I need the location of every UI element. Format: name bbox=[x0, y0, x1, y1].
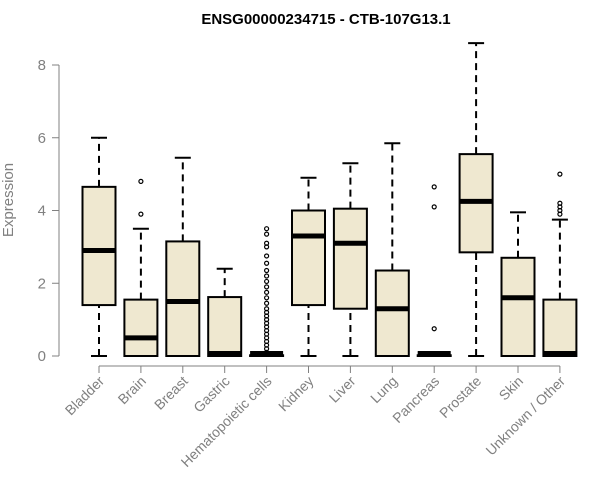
box-iqr bbox=[500, 256, 536, 358]
box-liver bbox=[332, 162, 368, 357]
box-unknown-other bbox=[542, 171, 578, 357]
y-tick-label: 6 bbox=[38, 130, 46, 147]
box-iqr bbox=[542, 298, 578, 357]
outlier-point bbox=[264, 289, 270, 295]
outlier-point bbox=[264, 295, 270, 301]
box-bladder bbox=[81, 136, 117, 357]
outlier-point bbox=[264, 231, 270, 237]
y-tick-label: 8 bbox=[38, 57, 46, 74]
outlier-point bbox=[557, 171, 563, 177]
x-tick-label: Liver bbox=[326, 373, 359, 406]
box-prostate bbox=[458, 42, 494, 357]
outlier-point bbox=[431, 204, 437, 210]
outlier-point bbox=[264, 273, 270, 279]
outlier-point bbox=[264, 278, 270, 285]
box-iqr bbox=[165, 240, 201, 357]
outlier-point bbox=[264, 284, 270, 290]
outlier-point bbox=[557, 200, 563, 206]
outlier-point bbox=[138, 178, 144, 184]
outlier-point bbox=[264, 226, 270, 232]
outlier-point bbox=[264, 260, 270, 266]
chart-title: ENSG00000234715 - CTB-107G13.1 bbox=[201, 11, 450, 28]
outlier-point bbox=[431, 326, 437, 332]
box-kidney bbox=[291, 176, 326, 357]
y-tick-label: 0 bbox=[38, 348, 46, 365]
y-axis-label: Expression bbox=[0, 163, 17, 237]
outlier-point bbox=[264, 240, 270, 246]
box-iqr bbox=[123, 298, 159, 357]
outlier-point bbox=[431, 184, 437, 190]
outlier-point bbox=[264, 306, 270, 312]
x-tick-label: Unknown / Other bbox=[482, 373, 568, 459]
box-brain bbox=[123, 178, 159, 357]
y-tick-label: 2 bbox=[38, 275, 46, 292]
outlier-point bbox=[264, 253, 270, 259]
box-pancreas bbox=[416, 184, 452, 357]
box-iqr bbox=[332, 207, 368, 310]
box-gastric bbox=[207, 267, 243, 358]
box-skin bbox=[500, 211, 536, 358]
box-breast bbox=[165, 156, 201, 357]
boxes-group bbox=[81, 42, 578, 358]
box-hematopoietic-cells bbox=[249, 226, 285, 357]
box-iqr bbox=[291, 209, 326, 307]
x-tick-label: Pancreas bbox=[389, 373, 442, 426]
box-lung bbox=[374, 142, 410, 357]
outlier-point bbox=[264, 300, 270, 306]
y-tick-label: 4 bbox=[38, 203, 46, 220]
x-tick-label: Skin bbox=[496, 373, 527, 404]
box-iqr bbox=[374, 269, 410, 357]
outlier-point bbox=[138, 211, 144, 217]
y-axis: 0 2 4 6 8 bbox=[38, 57, 60, 365]
x-tick-label: Brain bbox=[115, 373, 149, 407]
x-tick-label: Breast bbox=[151, 373, 191, 413]
x-tick-label: Prostate bbox=[436, 373, 484, 421]
x-tick-label: Bladder bbox=[62, 373, 108, 419]
box-iqr bbox=[81, 185, 117, 307]
x-tick-label: Lung bbox=[367, 373, 400, 406]
box-iqr bbox=[207, 296, 243, 358]
outlier-point bbox=[264, 267, 270, 274]
x-tick-label: Kidney bbox=[275, 373, 317, 415]
